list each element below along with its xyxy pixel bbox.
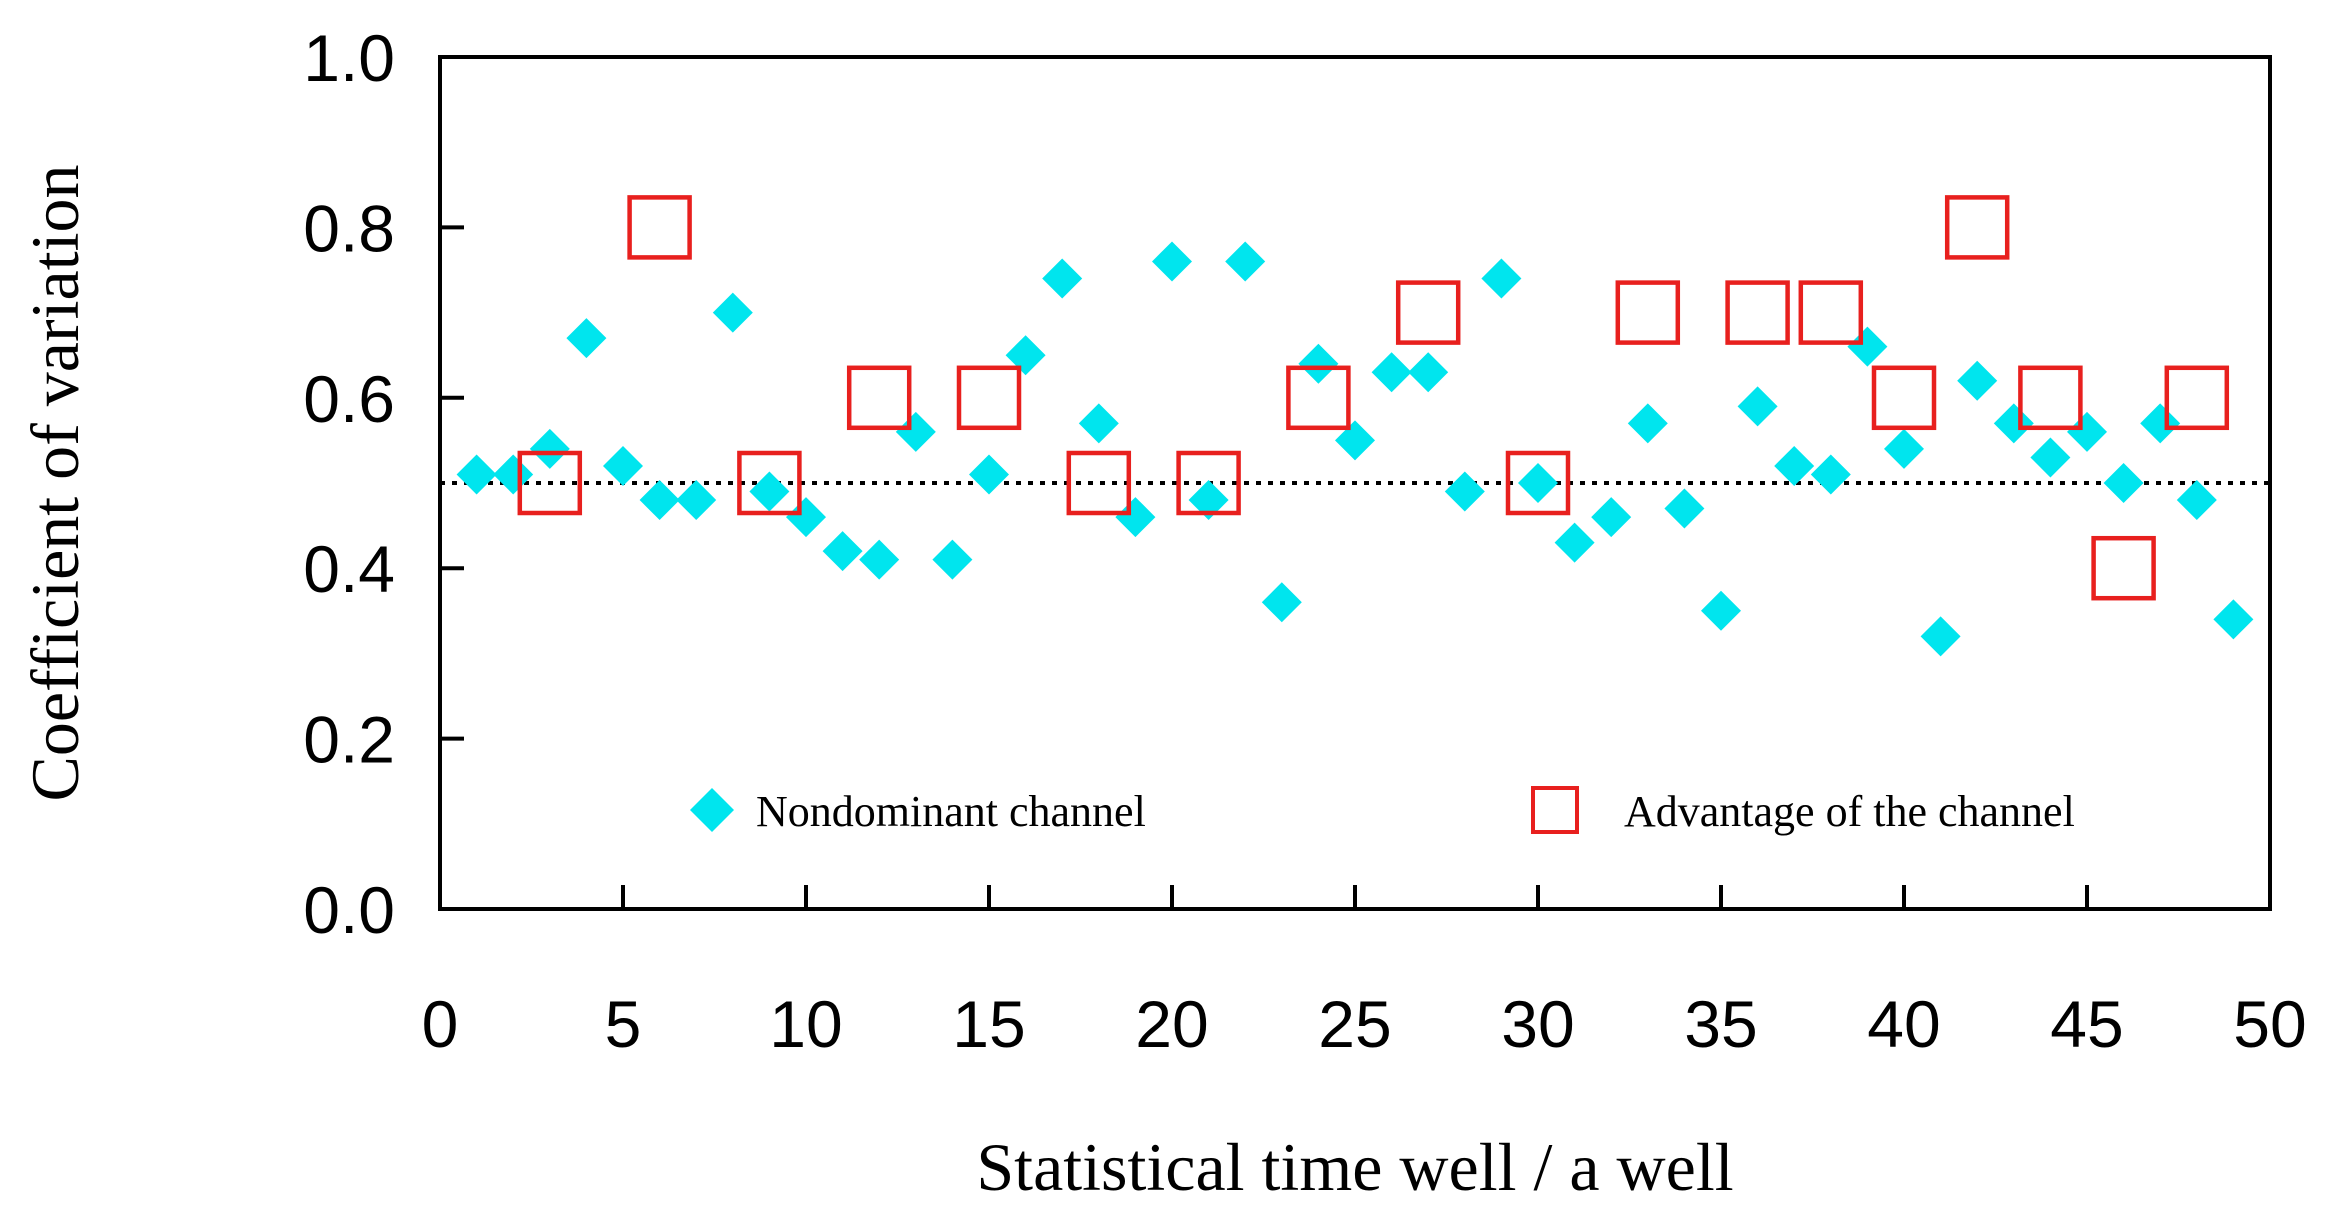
nondominant-point <box>1737 386 1778 427</box>
nondominant-point <box>1371 352 1412 393</box>
advantage-point <box>1725 280 1790 345</box>
nondominant-point <box>2176 480 2217 521</box>
nondominant-point <box>603 445 643 486</box>
nondominant-point <box>2103 463 2144 503</box>
nondominant-point <box>1481 258 1522 299</box>
advantage-point <box>1871 365 1937 431</box>
nondominant-point <box>2140 403 2181 444</box>
x-tick-label: 15 <box>952 987 1025 1061</box>
legend-marker-nondominant <box>690 788 734 832</box>
advantage-point <box>737 450 802 516</box>
advantage-point <box>1798 280 1864 345</box>
nondominant-point <box>1957 360 1998 401</box>
nondominant-point <box>1884 428 1924 469</box>
legend-label-advantage: Advantage of the channel <box>1624 787 2075 836</box>
y-tick-label: 0.2 <box>303 703 395 777</box>
nondominant-point <box>1261 582 1302 623</box>
nondominant-point <box>1444 471 1485 512</box>
y-tick-label: 0.8 <box>303 191 395 265</box>
nondominant-point <box>493 454 534 495</box>
advantage-point <box>846 365 912 431</box>
advantage-point <box>2091 535 2156 601</box>
nondominant-point <box>895 411 936 452</box>
nondominant-point <box>1701 590 1741 631</box>
nondominant-point <box>1993 403 2034 444</box>
nondominant-point <box>749 471 790 512</box>
nondominant-point <box>676 480 717 521</box>
nondominant-point <box>1335 420 1375 461</box>
nondominant-point <box>2030 437 2071 478</box>
nondominant-point <box>566 318 607 359</box>
x-tick-label: 25 <box>1318 987 1391 1061</box>
advantage-point <box>1615 280 1681 345</box>
nondominant-point <box>1005 335 1046 376</box>
advantage-point <box>1944 195 2010 260</box>
y-tick-label: 0.6 <box>303 362 395 436</box>
advantage-point <box>2164 365 2230 431</box>
legend-label-nondominant: Nondominant channel <box>756 787 1146 836</box>
nondominant-point <box>1664 488 1705 529</box>
nondominant-point <box>1627 403 1668 444</box>
nondominant-point <box>786 497 826 538</box>
nondominant-point <box>2213 599 2254 640</box>
x-tick-label: 20 <box>1135 987 1208 1061</box>
advantage-point <box>627 195 692 260</box>
nondominant-point <box>529 428 570 469</box>
advantage-point <box>517 450 583 516</box>
x-tick-label: 30 <box>1501 987 1574 1061</box>
y-tick-label: 0.0 <box>303 873 395 947</box>
x-tick-label: 10 <box>769 987 842 1061</box>
advantage-point <box>1176 450 1241 516</box>
nondominant-point <box>1408 352 1449 393</box>
nondominant-point <box>1115 497 1156 538</box>
nondominant-point <box>1920 616 1961 657</box>
nondominant-point <box>1078 403 1119 444</box>
y-tick-label: 0.4 <box>303 532 395 606</box>
x-axis-ticks: 0 5 10 15 20 25 30 35 40 45 50 <box>422 885 2307 1061</box>
nondominant-point <box>1042 258 1083 299</box>
nondominant-point <box>1847 326 1888 367</box>
nondominant-point <box>1518 463 1558 503</box>
nondominant-point <box>1152 241 1192 282</box>
x-tick-label: 35 <box>1684 987 1757 1061</box>
legend-marker-advantage <box>1531 786 1579 834</box>
x-tick-label: 0 <box>422 987 459 1061</box>
x-tick-label: 50 <box>2233 987 2306 1061</box>
x-tick-label: 45 <box>2050 987 2123 1061</box>
nondominant-point <box>1591 497 1632 538</box>
nondominant-point <box>932 539 973 580</box>
nondominant-point <box>2067 411 2107 452</box>
nondominant-point <box>712 292 753 333</box>
advantage-point <box>2018 365 2083 431</box>
advantage-point <box>1066 450 1132 516</box>
nondominant-point <box>822 531 863 572</box>
legend: Nondominant channel Advantage of the cha… <box>690 786 2075 836</box>
nondominant-point <box>859 539 900 580</box>
data-points <box>456 195 2254 657</box>
nondominant-point <box>639 480 680 521</box>
nondominant-point <box>1554 522 1595 563</box>
y-tick-label: 1.0 <box>303 21 395 95</box>
y-axis-ticks: 0.0 0.2 0.4 0.6 0.8 1.0 <box>303 21 464 947</box>
advantage-point <box>1505 450 1571 516</box>
nondominant-point <box>1298 343 1339 384</box>
advantage-point <box>956 365 1022 431</box>
nondominant-point <box>1225 241 1266 282</box>
nondominant-point <box>456 454 497 495</box>
x-axis-title: Statistical time well / a well <box>976 1129 1733 1205</box>
y-axis-title: Coefficient of variation <box>17 165 93 802</box>
nondominant-point <box>1774 445 1815 486</box>
x-tick-label: 5 <box>605 987 642 1061</box>
nondominant-point <box>969 454 1009 495</box>
x-tick-label: 40 <box>1867 987 1940 1061</box>
nondominant-point <box>1188 480 1229 521</box>
advantage-point <box>1286 365 1351 431</box>
nondominant-point <box>1810 454 1851 495</box>
advantage-point <box>1395 280 1461 345</box>
